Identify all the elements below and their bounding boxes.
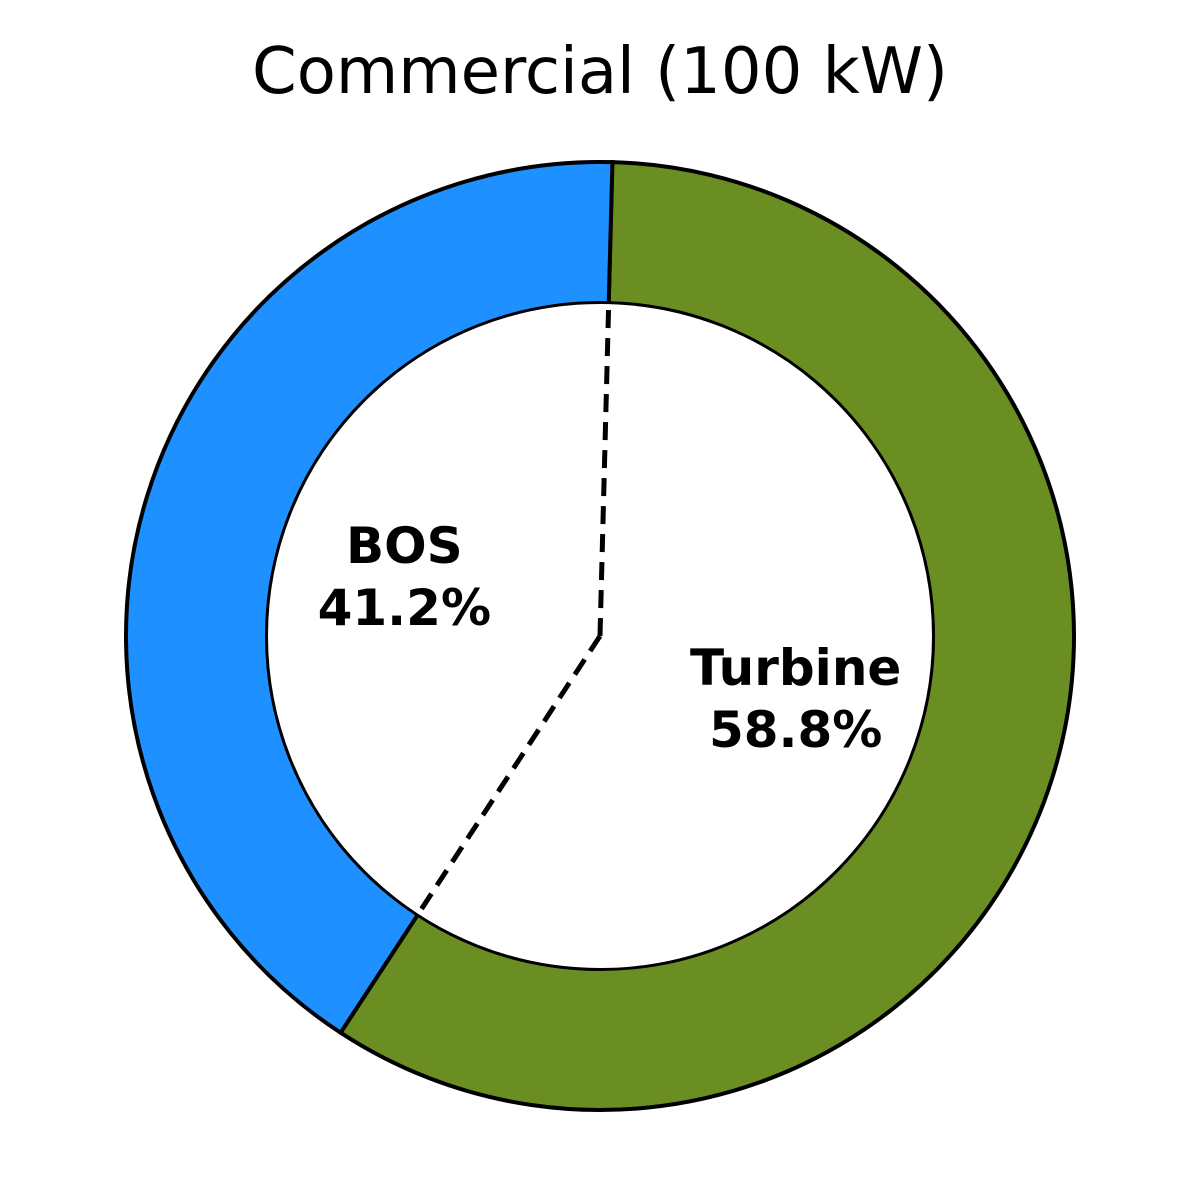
slice-percent-turbine: 58.8% (709, 701, 882, 759)
slice-percent-bos: 41.2% (318, 579, 491, 637)
slice-label-turbine: Turbine 58.8% (690, 639, 901, 759)
donut-slices (123, 160, 1076, 1112)
chart-title: Commercial (100 kW) (252, 35, 948, 109)
slice-labels: Turbine 58.8% BOS 41.2% (318, 517, 902, 759)
slice-label-bos: BOS 41.2% (318, 517, 491, 637)
slice-category-bos: BOS (346, 517, 463, 575)
slice-category-turbine: Turbine (690, 639, 901, 697)
